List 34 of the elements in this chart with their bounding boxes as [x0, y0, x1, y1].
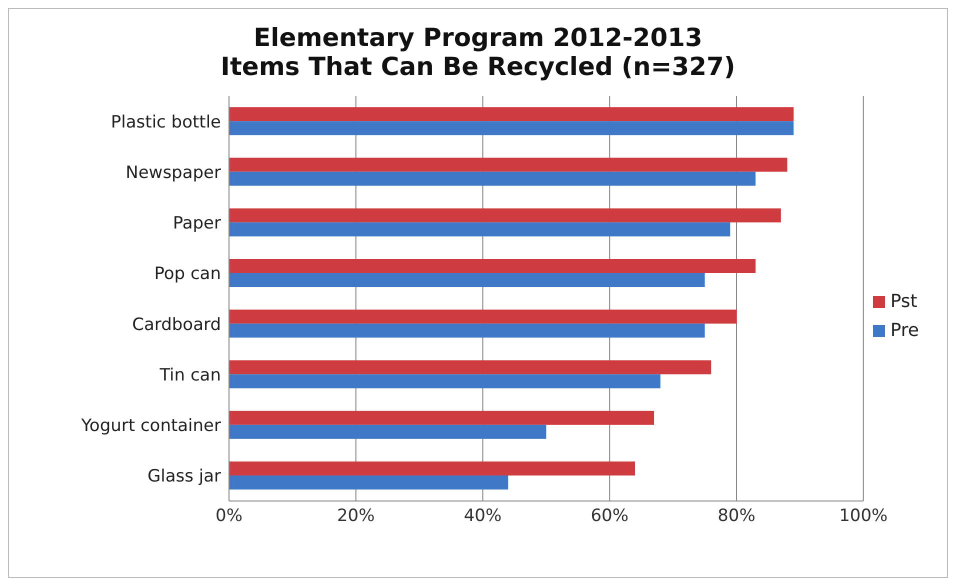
bar: [229, 158, 788, 172]
y-tick-label: Tin can: [158, 365, 221, 386]
y-tick-label: Plastic bottle: [110, 112, 221, 132]
bar: [229, 121, 794, 136]
x-tick-label: 40%: [464, 506, 502, 526]
bar: [229, 172, 756, 186]
bar: [229, 273, 705, 288]
y-tick-label: Paper: [172, 214, 221, 234]
bar: [229, 374, 660, 388]
y-tick-label: Pop can: [154, 264, 221, 284]
bar: [229, 424, 546, 439]
bar: [229, 476, 508, 490]
x-tick-label: 20%: [336, 506, 375, 526]
bar: [229, 222, 730, 236]
bar: [229, 208, 781, 222]
y-tick-label: Yogurt container: [80, 416, 222, 436]
bar: [229, 360, 712, 374]
x-tick-label: 0%: [216, 506, 242, 526]
chart-subtitle: Items That Can Be Recycled (n=327): [220, 52, 736, 81]
bar: [229, 107, 794, 122]
legend-label: Pre: [890, 320, 919, 341]
y-tick-label: Cardboard: [132, 314, 221, 335]
x-tick-label: 100%: [839, 506, 888, 526]
bar: [229, 310, 736, 324]
bar: [229, 324, 705, 338]
chart-title: Elementary Program 2012-2013: [252, 23, 704, 52]
x-tick-label: 80%: [718, 506, 756, 526]
y-tick-label: Glass jar: [147, 466, 222, 487]
legend-label: Pst: [890, 291, 918, 312]
y-tick-label: Newspaper: [126, 162, 222, 183]
bar: [229, 259, 756, 274]
bar: [229, 462, 635, 476]
x-tick-label: 60%: [590, 506, 629, 526]
bar: [229, 410, 654, 425]
